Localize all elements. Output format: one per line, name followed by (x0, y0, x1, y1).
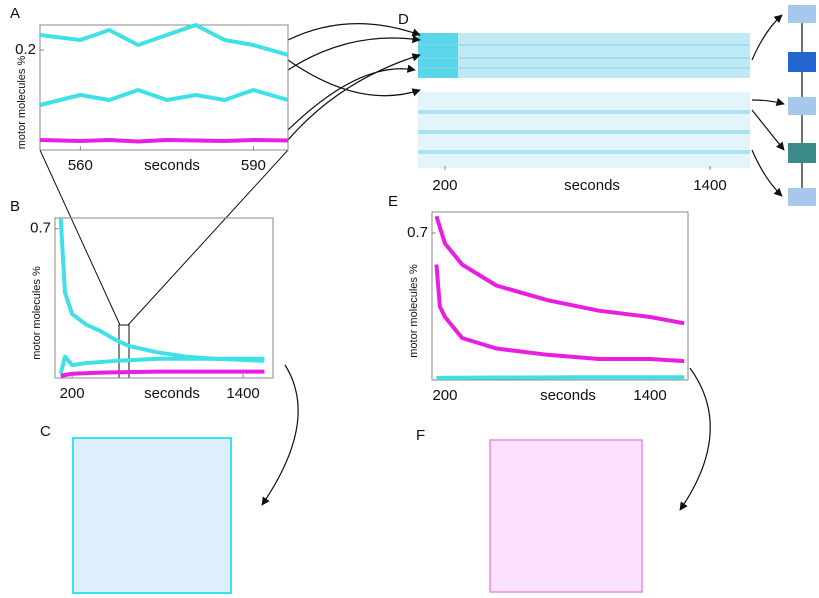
series-line (58, 217, 265, 363)
panel-label: B (10, 198, 20, 215)
series-line (39, 23, 289, 57)
heatmap-d (418, 33, 750, 168)
panel-label: F (416, 427, 425, 444)
plot-frame (39, 24, 289, 151)
x-tick-label: 1400 (693, 177, 726, 194)
y-tick-label: 0.7 (30, 220, 51, 237)
x-axis-label: seconds (144, 157, 200, 174)
x-tick-label: 200 (60, 385, 85, 402)
panel-label: A (10, 5, 20, 22)
plot-frame (54, 217, 274, 379)
x-axis-label: seconds (540, 387, 596, 404)
series-line (39, 88, 289, 107)
x-axis-label: seconds (144, 385, 200, 402)
y-tick-label: 0.2 (15, 41, 36, 58)
panel-label: E (388, 193, 398, 210)
series-line (434, 215, 685, 326)
y-axis-label: motor molecules % (408, 264, 420, 358)
y-axis-label: motor molecules % (16, 56, 28, 150)
series-line (436, 375, 685, 380)
connectors (39, 23, 711, 594)
x-axis-label: seconds (564, 177, 620, 194)
x-tick-label: 200 (432, 177, 457, 194)
y-axis-label: motor molecules % (31, 266, 43, 360)
series-line (58, 354, 265, 375)
series-line (60, 369, 265, 378)
right-blocks (751, 5, 816, 206)
x-tick-label: 200 (432, 387, 457, 404)
x-tick-label: 590 (241, 157, 266, 174)
panel-label: D (398, 11, 409, 28)
plot-frame (431, 211, 689, 381)
panel-label: C (40, 423, 51, 440)
x-tick-label: 1400 (226, 385, 259, 402)
y-tick-label: 0.7 (407, 224, 428, 241)
series-line (434, 264, 685, 364)
series-line (39, 138, 289, 144)
x-tick-label: 1400 (633, 387, 666, 404)
x-tick-label: 560 (68, 157, 93, 174)
